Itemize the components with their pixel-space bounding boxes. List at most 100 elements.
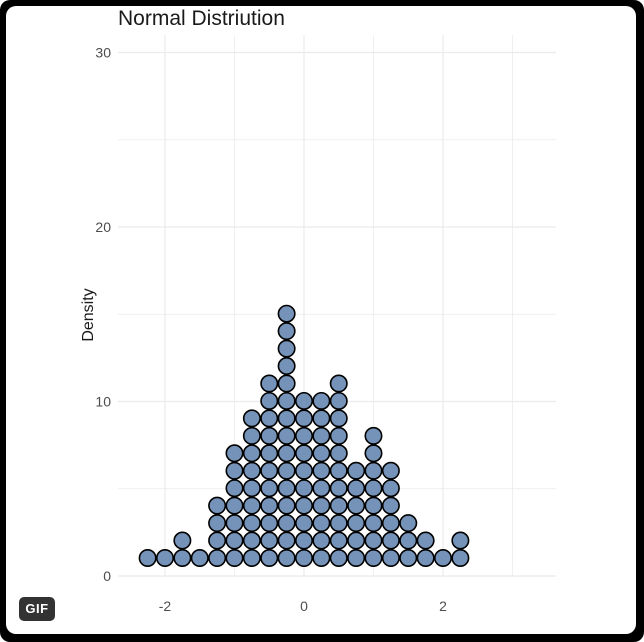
data-dot <box>138 548 157 567</box>
data-dot <box>242 461 261 480</box>
data-dot <box>277 444 296 463</box>
data-dot <box>208 531 227 550</box>
data-dot <box>294 426 313 445</box>
data-dot <box>312 548 331 567</box>
data-dot <box>294 531 313 550</box>
data-dot <box>208 514 227 533</box>
data-dot <box>364 461 383 480</box>
data-dot <box>364 514 383 533</box>
data-dot <box>433 548 452 567</box>
data-dot <box>312 479 331 498</box>
x-tick-label: -2 <box>159 598 172 614</box>
data-dot <box>277 357 296 376</box>
data-dot <box>173 531 192 550</box>
data-dot <box>312 461 331 480</box>
data-dot <box>156 548 175 567</box>
data-dot <box>381 531 400 550</box>
data-dot <box>277 391 296 410</box>
data-dot <box>329 444 348 463</box>
data-dot <box>225 531 244 550</box>
dot-layer <box>138 304 470 567</box>
data-dot <box>416 531 435 550</box>
data-dot <box>381 514 400 533</box>
y-tick-label: 0 <box>103 568 111 584</box>
data-dot <box>208 496 227 515</box>
data-dot <box>364 548 383 567</box>
data-dot <box>225 479 244 498</box>
data-dot <box>381 548 400 567</box>
data-dot <box>347 514 366 533</box>
data-dot <box>329 391 348 410</box>
data-dot <box>225 444 244 463</box>
data-dot <box>312 531 331 550</box>
data-dot <box>260 374 279 393</box>
data-dot <box>329 496 348 515</box>
data-dot <box>277 479 296 498</box>
data-dot <box>312 514 331 533</box>
data-dot <box>260 531 279 550</box>
data-dot <box>329 461 348 480</box>
chart-title: Normal Distriution <box>118 7 285 30</box>
gif-badge: GIF <box>19 597 55 621</box>
data-dot <box>329 531 348 550</box>
data-dot <box>416 548 435 567</box>
data-dot <box>364 496 383 515</box>
data-dot <box>294 548 313 567</box>
data-dot <box>294 391 313 410</box>
data-dot <box>347 479 366 498</box>
data-dot <box>260 426 279 445</box>
data-dot <box>347 461 366 480</box>
data-dot <box>294 496 313 515</box>
data-dot <box>260 479 279 498</box>
data-dot <box>294 409 313 428</box>
data-dot <box>242 514 261 533</box>
axis-layer: 0 10 20 30 -2 0 2 <box>95 45 447 615</box>
data-dot <box>277 322 296 341</box>
data-dot <box>242 548 261 567</box>
data-dot <box>364 444 383 463</box>
data-dot <box>451 531 470 550</box>
data-dot <box>173 548 192 567</box>
data-dot <box>451 548 470 567</box>
data-dot <box>364 426 383 445</box>
data-dot <box>347 496 366 515</box>
data-dot <box>277 374 296 393</box>
data-dot <box>277 548 296 567</box>
data-dot <box>364 479 383 498</box>
data-dot <box>347 531 366 550</box>
data-dot <box>190 548 209 567</box>
data-dot <box>294 514 313 533</box>
x-tick-label: 2 <box>439 598 447 614</box>
data-dot <box>242 531 261 550</box>
data-dot <box>277 304 296 323</box>
data-dot <box>399 531 418 550</box>
y-tick-label: 20 <box>95 219 111 235</box>
data-dot <box>312 391 331 410</box>
data-dot <box>329 479 348 498</box>
data-dot <box>329 409 348 428</box>
data-dot <box>277 409 296 428</box>
data-dot <box>381 479 400 498</box>
data-dot <box>294 461 313 480</box>
data-dot <box>242 444 261 463</box>
y-axis-label: Density <box>80 288 97 341</box>
data-dot <box>329 374 348 393</box>
data-dot <box>260 496 279 515</box>
data-dot <box>242 409 261 428</box>
data-dot <box>208 548 227 567</box>
data-dot <box>242 479 261 498</box>
data-dot <box>294 444 313 463</box>
data-dot <box>260 409 279 428</box>
y-tick-label: 30 <box>95 45 111 61</box>
data-dot <box>312 409 331 428</box>
data-dot <box>312 426 331 445</box>
data-dot <box>312 444 331 463</box>
data-dot <box>277 461 296 480</box>
data-dot <box>260 514 279 533</box>
data-dot <box>329 514 348 533</box>
data-dot <box>225 496 244 515</box>
data-dot <box>242 496 261 515</box>
data-dot <box>381 461 400 480</box>
data-dot <box>260 391 279 410</box>
